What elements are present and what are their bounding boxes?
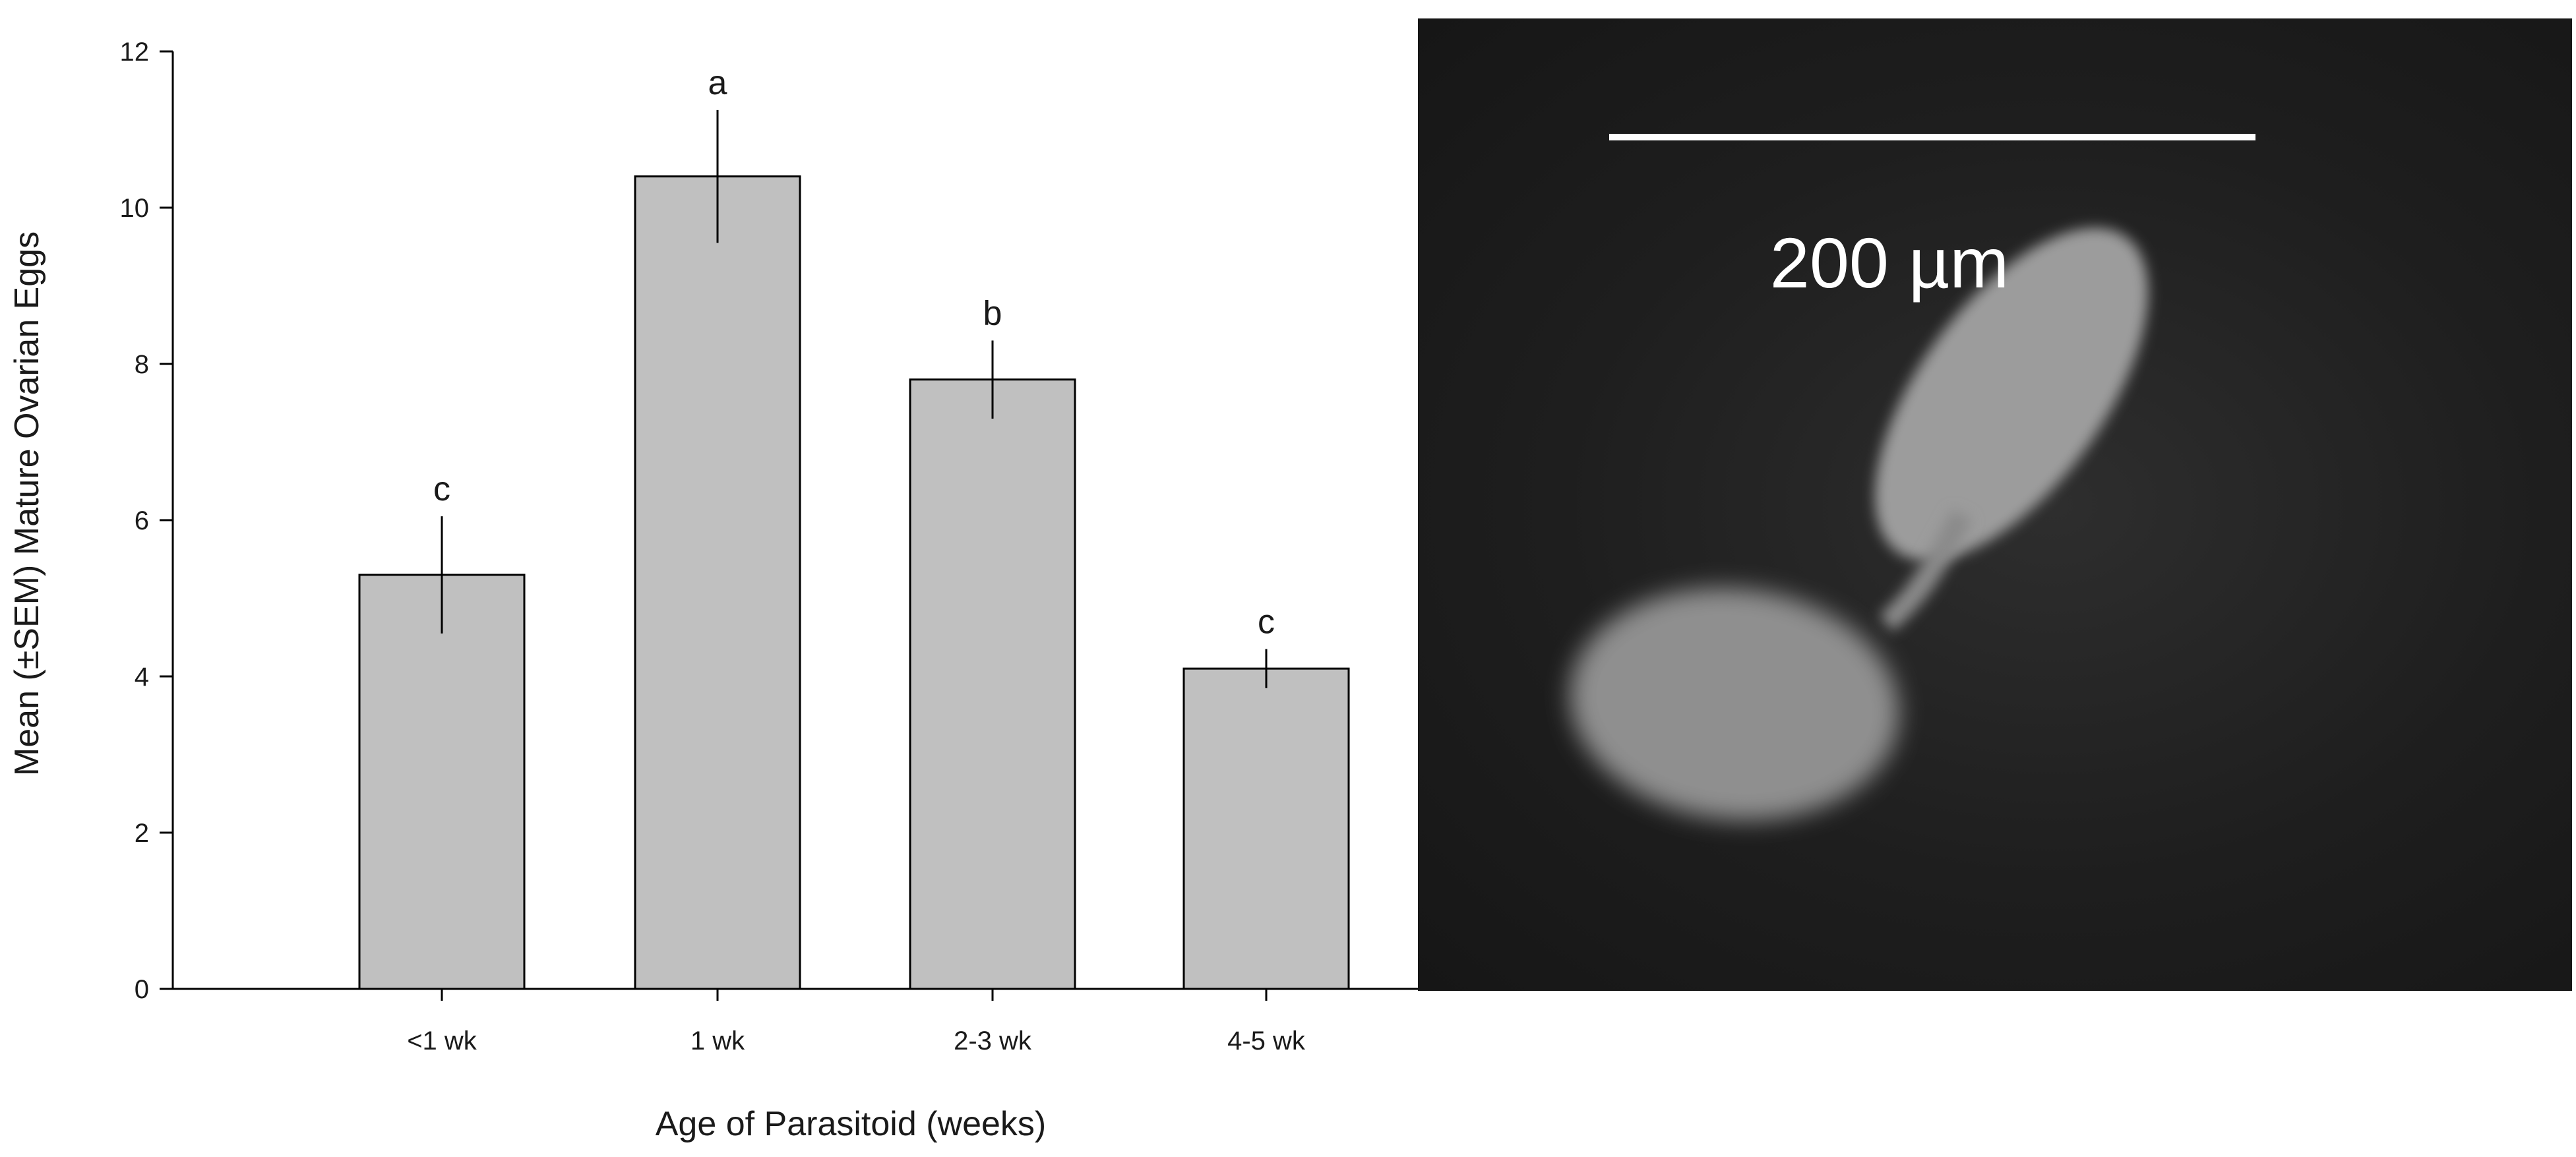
egg-micrograph: 200 µm	[1418, 18, 2572, 991]
bar	[634, 175, 801, 990]
scale-bar-label: 200 µm	[1770, 223, 2009, 303]
y-axis: 0 2 4 6 8 10 12	[120, 38, 174, 1004]
y-tick-label: 6	[135, 506, 149, 535]
bar	[358, 574, 526, 990]
bars-group: c a b c	[358, 64, 1350, 990]
upper-egg-body	[1874, 227, 2149, 561]
y-tick-label: 12	[120, 38, 150, 67]
y-tick-label: 2	[135, 819, 149, 848]
significance-label: c	[1258, 603, 1275, 641]
y-axis-title: Mean (±SEM) Mature Ovarian Eggs	[8, 231, 46, 776]
x-tick-label: 4-5 wk	[1227, 1026, 1306, 1055]
significance-label: b	[983, 294, 1002, 332]
bar	[1182, 667, 1350, 990]
y-tick-label: 4	[135, 663, 149, 692]
x-tick-label: 2-3 wk	[954, 1026, 1032, 1055]
x-tick-label: 1 wk	[690, 1026, 745, 1055]
x-axis-title: Age of Parasitoid (weeks)	[656, 1105, 1047, 1143]
egg-specimen	[1570, 227, 2149, 820]
significance-label: c	[433, 470, 450, 508]
y-tick-label: 10	[120, 194, 150, 223]
y-tick-label: 8	[135, 350, 149, 379]
x-tick-label: <1 wk	[407, 1026, 477, 1055]
y-tick-label: 0	[135, 975, 149, 1004]
x-axis: <1 wk 1 wk 2-3 wk 4-5 wk	[173, 988, 1418, 1055]
bar-chart: 0 2 4 6 8 10 12 <1 wk 1 wk 2-3 wk 4-5 wk c a b c Mea…	[8, 38, 1418, 1143]
lower-egg-body	[1570, 588, 1899, 820]
egg-stalk	[1880, 510, 1972, 632]
bar	[909, 378, 1076, 990]
significance-label: a	[708, 64, 727, 102]
